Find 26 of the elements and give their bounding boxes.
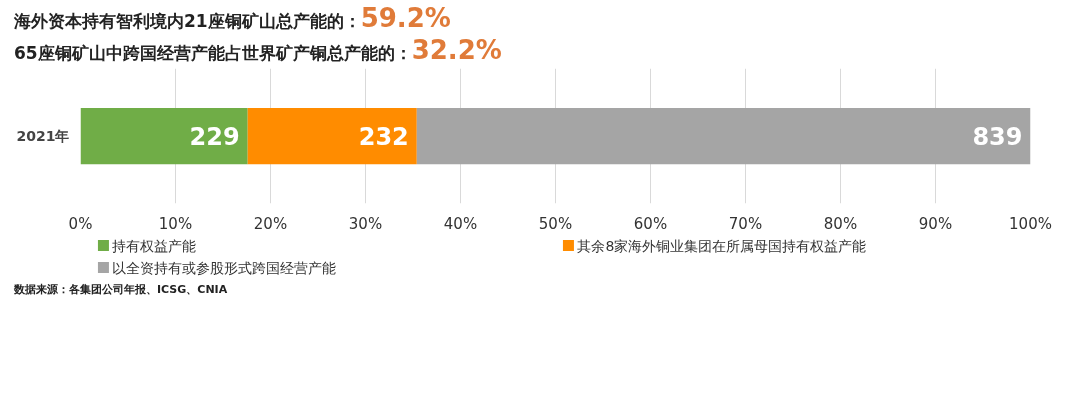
x-tick-label: 30% bbox=[348, 214, 383, 233]
x-tick-label: 80% bbox=[823, 214, 858, 233]
bar bbox=[247, 107, 417, 165]
text: 32.2% bbox=[411, 35, 502, 65]
bar bbox=[80, 107, 248, 165]
chart-title: 海外资本持有智利境内21座铜矿山总产能的： bbox=[14, 11, 361, 31]
bar bbox=[416, 107, 1031, 165]
text: 839 bbox=[972, 123, 1023, 151]
legend-label: 以全资持有或参股形式跨国经营产能 bbox=[112, 259, 337, 276]
text: 59.2% bbox=[360, 3, 451, 33]
x-tick-label: 70% bbox=[728, 214, 763, 233]
legend-label: 其余8家海外铜业集团在所属母国持有权益产能 bbox=[577, 237, 867, 254]
x-tick-label: 50% bbox=[538, 214, 573, 233]
x-tick-label: 10% bbox=[158, 214, 193, 233]
legend-label: 持有权益产能 bbox=[112, 237, 197, 254]
x-tick-label: 20% bbox=[253, 214, 288, 233]
chart-subtitle: 65座铜矿山中跨国经营产能占世界矿产铜总产能的： bbox=[14, 43, 412, 63]
y-tick-label: 2021年 bbox=[16, 128, 70, 144]
source-note: 数据来源：各集团公司年报、ICSG、CNIA bbox=[14, 283, 228, 296]
x-tick-label: 90% bbox=[918, 214, 953, 233]
x-tick-label: 0% bbox=[68, 214, 93, 233]
x-tick-label: 40% bbox=[443, 214, 478, 233]
text: 229 bbox=[189, 123, 240, 151]
x-tick-label: 60% bbox=[633, 214, 668, 233]
x-tick-label: 100% bbox=[1009, 214, 1052, 233]
text: 232 bbox=[358, 123, 409, 151]
